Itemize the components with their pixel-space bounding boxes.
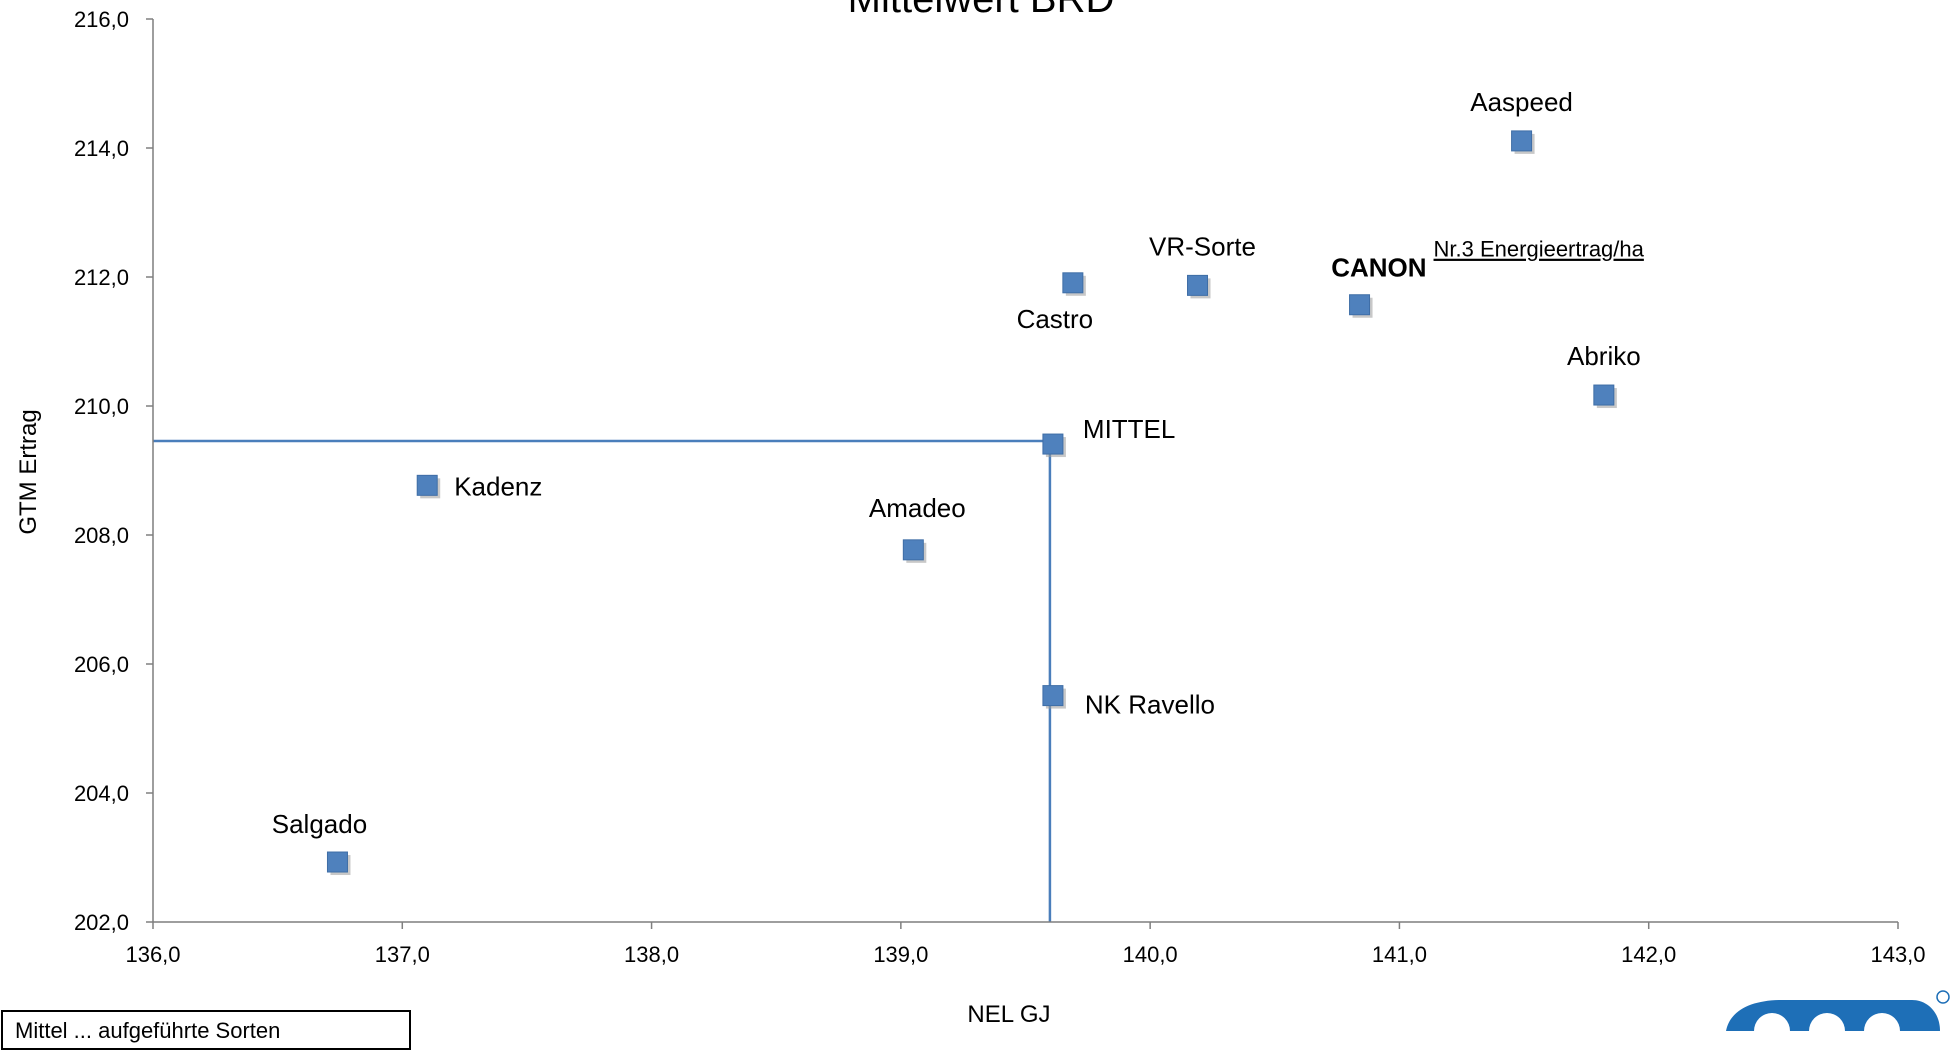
x-tick-label: 142,0 xyxy=(1621,942,1676,967)
point-canon xyxy=(1350,295,1370,315)
y-tick-label: 206,0 xyxy=(74,652,129,677)
point-label-nk-ravello: NK Ravello xyxy=(1085,690,1215,720)
y-tick-label: 212,0 xyxy=(74,265,129,290)
x-tick-label: 136,0 xyxy=(125,942,180,967)
point-label-vr-sorte: VR-Sorte xyxy=(1149,231,1256,261)
brand-logo-graphic xyxy=(1712,990,1950,1031)
brand-logo xyxy=(1712,990,1950,1031)
x-tick-label: 139,0 xyxy=(873,942,928,967)
point-label-canon: CANON xyxy=(1331,253,1426,283)
point-label-abriko: Abriko xyxy=(1567,341,1641,371)
y-tick-label: 202,0 xyxy=(74,910,129,935)
point-label-amadeo: Amadeo xyxy=(869,493,966,523)
y-tick-label: 208,0 xyxy=(74,523,129,548)
point-label-aaspeed: Aaspeed xyxy=(1470,87,1573,117)
x-tick-label: 137,0 xyxy=(375,942,430,967)
point-vr-sorte xyxy=(1188,275,1208,295)
data-points: Aaspeed Castro VR-Sorte CANON Abriko MITTEL Ka… xyxy=(272,87,1645,875)
point-salgado xyxy=(327,852,347,872)
point-aaspeed xyxy=(1512,131,1532,151)
x-tick-label: 138,0 xyxy=(624,942,679,967)
point-mittel xyxy=(1043,434,1063,454)
y-tick-label: 204,0 xyxy=(74,781,129,806)
x-axis-title: NEL GJ xyxy=(967,1001,1050,1028)
y-tick-label: 216,0 xyxy=(74,7,129,32)
y-tick-label: 214,0 xyxy=(74,136,129,161)
x-tick-label: 141,0 xyxy=(1372,942,1427,967)
x-tick-label: 140,0 xyxy=(1123,942,1178,967)
y-axis-title: GTM Ertrag xyxy=(15,409,42,534)
point-label-salgado: Salgado xyxy=(272,809,367,839)
annotation-energy-rank: Nr.3 Energieertrag/ha xyxy=(1434,237,1645,262)
x-tick-label: 143,0 xyxy=(1870,942,1925,967)
point-kadenz xyxy=(417,475,437,495)
chart-title: Mittelwert BRD xyxy=(848,0,1115,21)
point-nk-ravello xyxy=(1043,686,1063,706)
point-label-castro: Castro xyxy=(1017,304,1094,334)
point-label-kadenz: Kadenz xyxy=(454,471,542,501)
point-abriko xyxy=(1594,385,1614,405)
point-label-mittel: MITTEL xyxy=(1083,414,1175,444)
point-castro xyxy=(1063,273,1083,293)
y-tick-label: 210,0 xyxy=(74,394,129,419)
footnote-legend: Mittel ... aufgeführte Sorten xyxy=(1,1010,411,1050)
point-amadeo xyxy=(903,540,923,560)
